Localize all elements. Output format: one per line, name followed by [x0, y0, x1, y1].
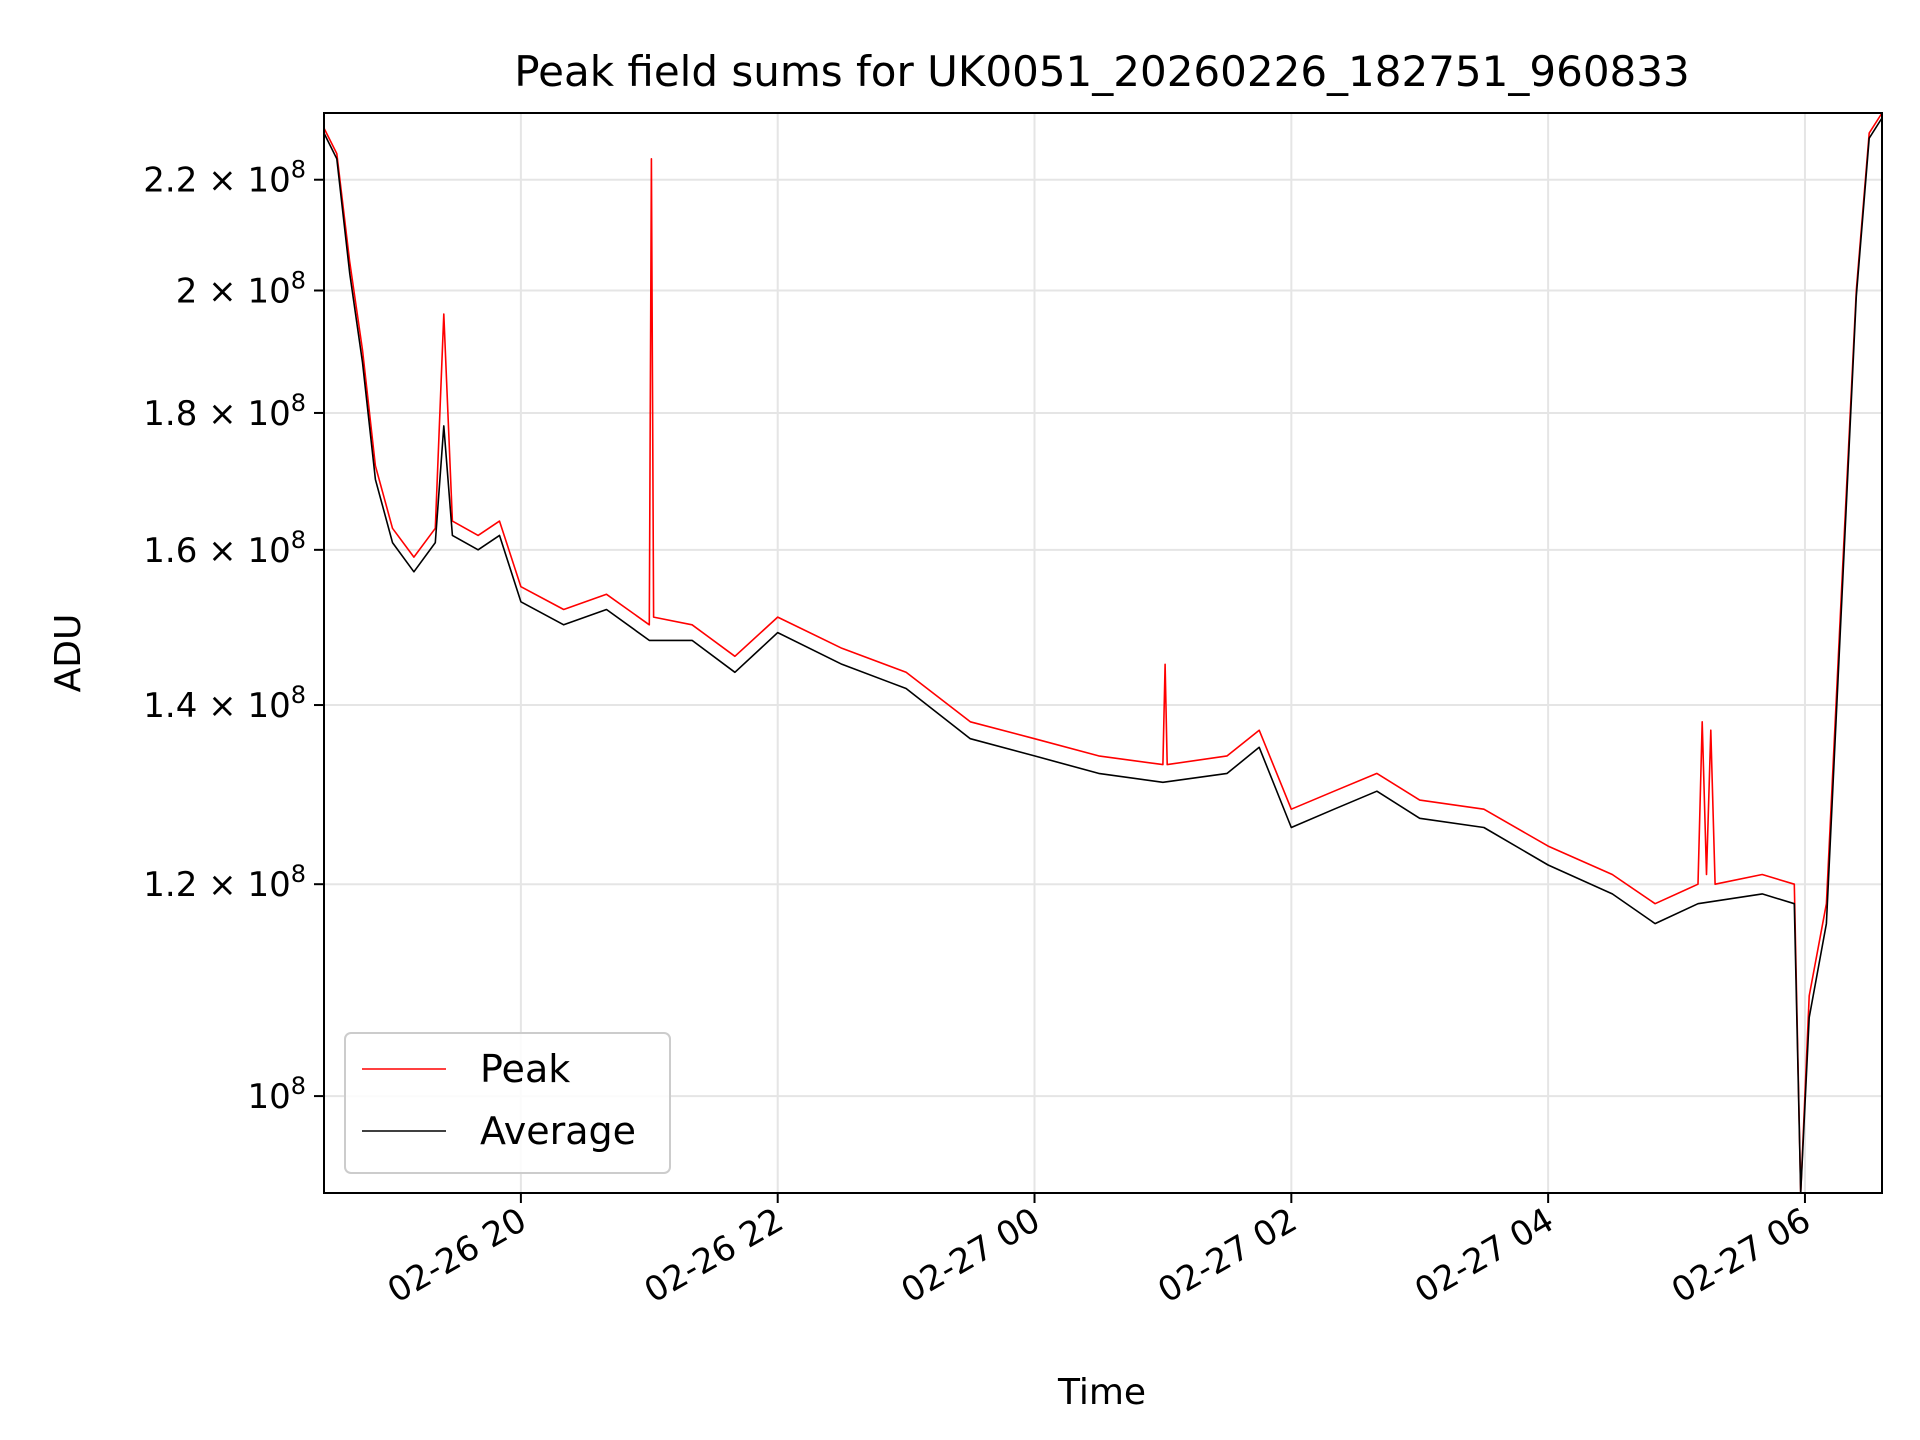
- y-tick-exponent: 8: [291, 860, 306, 888]
- legend-label-average: Average: [480, 1109, 636, 1153]
- y-tick-mantissa: 2.2 × 10: [143, 161, 290, 201]
- y-tick-label: 108: [247, 1072, 306, 1117]
- legend-box: [344, 1032, 671, 1174]
- y-tick-mantissa: 1.4 × 10: [143, 686, 290, 726]
- y-tick-mantissa: 1.2 × 10: [143, 865, 290, 905]
- series-lines: [323, 112, 1883, 1194]
- y-tick-label: 1.6 × 108: [143, 526, 306, 571]
- y-tick-label: 2 × 108: [176, 266, 306, 311]
- chart-title: Peak field sums for UK0051_20260226_1827…: [514, 47, 1689, 96]
- grid: [324, 113, 1882, 1193]
- y-tick-exponent: 8: [291, 681, 306, 709]
- x-axis-label: Time: [1057, 1372, 1146, 1413]
- y-tick-label: 1.4 × 108: [143, 681, 306, 726]
- y-tick-mantissa: 1.6 × 10: [143, 531, 290, 571]
- y-tick-label: 1.2 × 108: [143, 860, 306, 905]
- y-tick-exponent: 8: [291, 266, 306, 294]
- series-line-average: [323, 117, 1883, 1194]
- y-tick-base: 10: [247, 1077, 290, 1117]
- y-tick-mantissa: 1.8 × 10: [143, 394, 290, 434]
- y-tick-exponent: 8: [291, 1072, 306, 1100]
- y-tick-exponent: 8: [291, 156, 306, 184]
- y-tick-exponent: 8: [291, 389, 306, 417]
- y-axis-label: ADU: [48, 614, 89, 693]
- y-tick-mantissa: 2 × 10: [176, 271, 291, 311]
- plot-frame: [323, 112, 1883, 1194]
- series-line-peak: [323, 112, 1883, 1194]
- legend-label-peak: Peak: [480, 1047, 570, 1091]
- y-tick-label: 2.2 × 108: [143, 156, 306, 201]
- legend: Peak Average: [344, 1032, 671, 1174]
- y-tick-label: 1.8 × 108: [143, 389, 306, 434]
- y-tick-exponent: 8: [291, 526, 306, 554]
